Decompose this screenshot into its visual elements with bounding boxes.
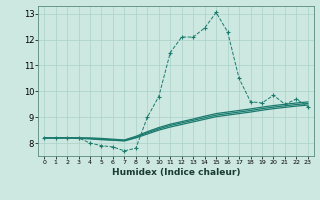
X-axis label: Humidex (Indice chaleur): Humidex (Indice chaleur) [112,168,240,177]
